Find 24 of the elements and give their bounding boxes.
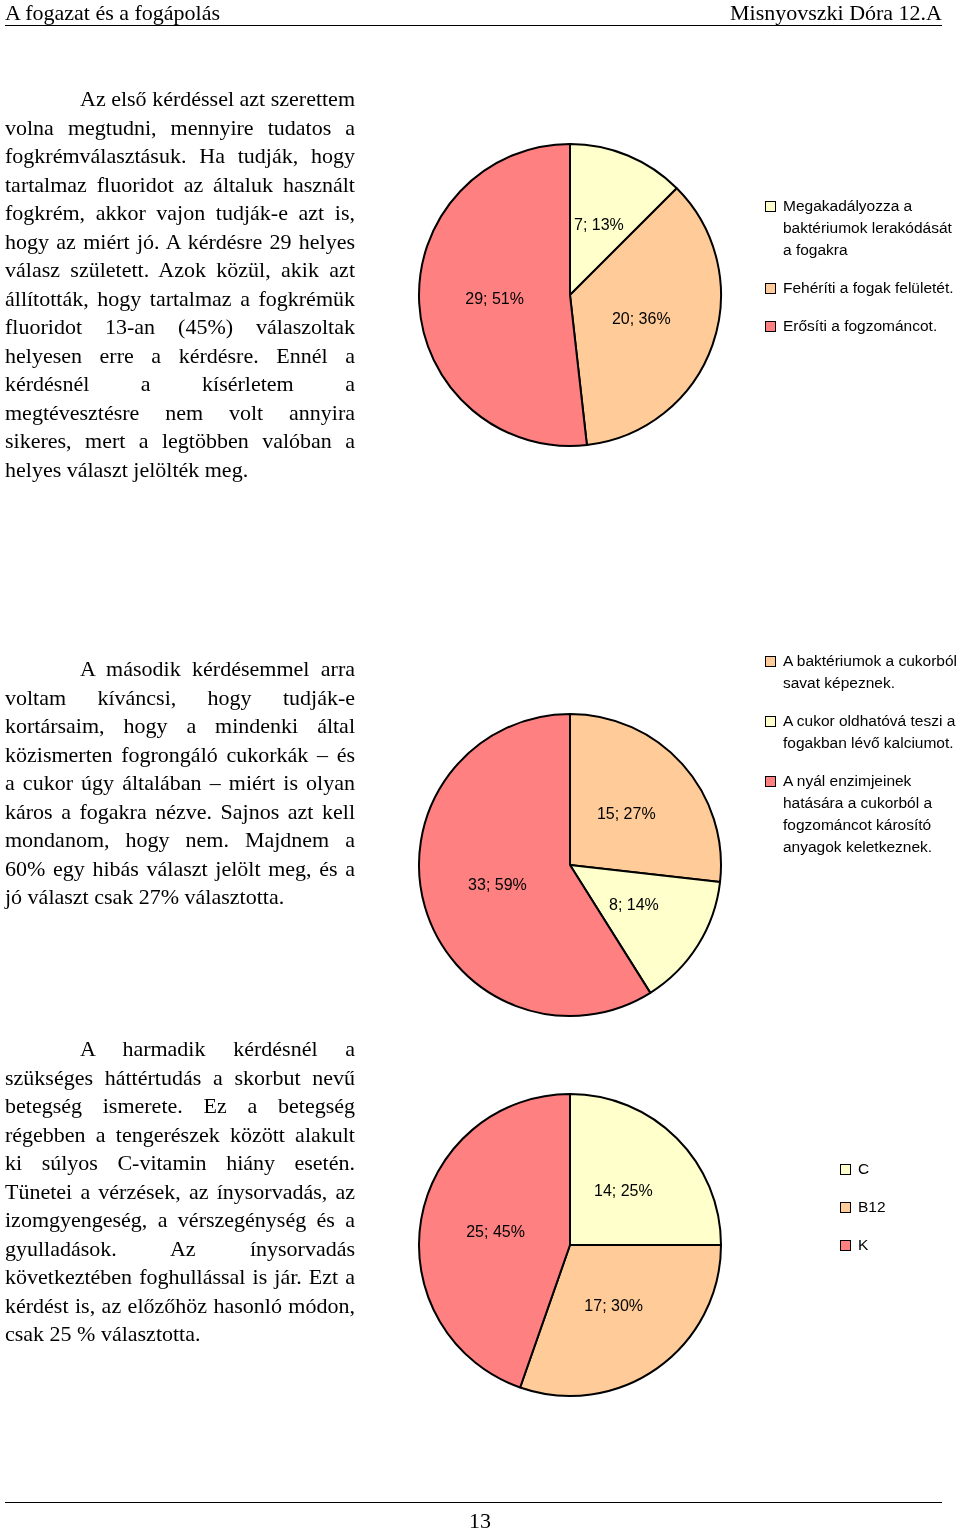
data-label: 29; 51% — [465, 289, 524, 307]
legend-label: Megakadályozza a baktériumok lerakódását a fogakra — [783, 197, 952, 258]
text: Az első kérdéssel azt szerettem volna megtudni, mennyire tudatos a fogkrémválasztásuk. Ha tudják, hogy tartalmaz fluoridot az általuk használt fogkrém, akkor vajon tudják-e azt is, hogy az miért jó. A kérdésre 29 helyes válasz született. Azok közül, akik azt állították, hogy tartalmaz a fogkrémük fluoridot 13-an (45%) válaszoltak helyesen erre a kérdésre. Ennél a kérdésnél a kísérletem a megtévesztésre nem volt annyira sikeres, mert a legtöbben valóban a helyes választ jelölték meg. — [5, 86, 355, 482]
legend-label: C — [858, 1160, 870, 1177]
text: 13 — [468, 1508, 492, 1534]
data-label: 7; 13% — [573, 215, 624, 233]
chart-subtitle: Misnyovszki Dóra 12.A — [729, 0, 942, 26]
text: A harmadik kérdésnél a szükséges háttértudás a skorbut nevű betegség ismerete. Ez a betegség régebben a tengerészek között alakult ki súlyos C-vitamin hiány esetén. Tünetei a vérzések, az ínysorvadás, az izomgyengeség, a vérszegénység és a gyulladások. Az ínysorvadás következtében foghullással is jár. Ezt a kérdést is, az előzőhöz hasonló módon, csak 25 % választotta. — [5, 1036, 355, 1346]
data-label: 25; 45% — [466, 1222, 525, 1240]
legend-label: A cukor oldhatóvá teszi a fogakban lévő kalciumot. — [783, 712, 956, 751]
data-label: 33; 59% — [468, 876, 527, 894]
data-label: 14; 25% — [594, 1182, 653, 1200]
text: A második kérdésemmel arra voltam kíváncsi, hogy tudják-e kortársaim, hogy a mindenki által közismerten fogrongáló cukorkák – és a cukor úgy általában – miért is olyan káros a fogakra nézve. Sajnos azt kell mondanom, hogy nem. Majdnem a 60% egy hibás választ jelölt meg, és a jó választ csak 27% választotta. — [5, 656, 355, 909]
text: A fogazat és a fogápolás — [5, 0, 221, 26]
data-label: 15; 27% — [596, 805, 656, 823]
legend-label: Erősíti a fogzománcot. — [783, 317, 938, 334]
legend-label: Fehéríti a fogak felületét. — [783, 279, 954, 296]
data-label: 20; 36% — [611, 310, 671, 328]
legend-label: A nyál enzimjeinek hatására a cukorból a fogzománcot károsító anyagok keletkeznek. — [783, 772, 933, 855]
legend-label: K — [858, 1236, 869, 1253]
legend-label: B12 — [858, 1198, 886, 1215]
data-label: 17; 30% — [584, 1296, 644, 1314]
data-label: 8; 14% — [609, 895, 659, 913]
legend-label: A baktériumok a cukorból savat képeznek. — [783, 652, 958, 691]
